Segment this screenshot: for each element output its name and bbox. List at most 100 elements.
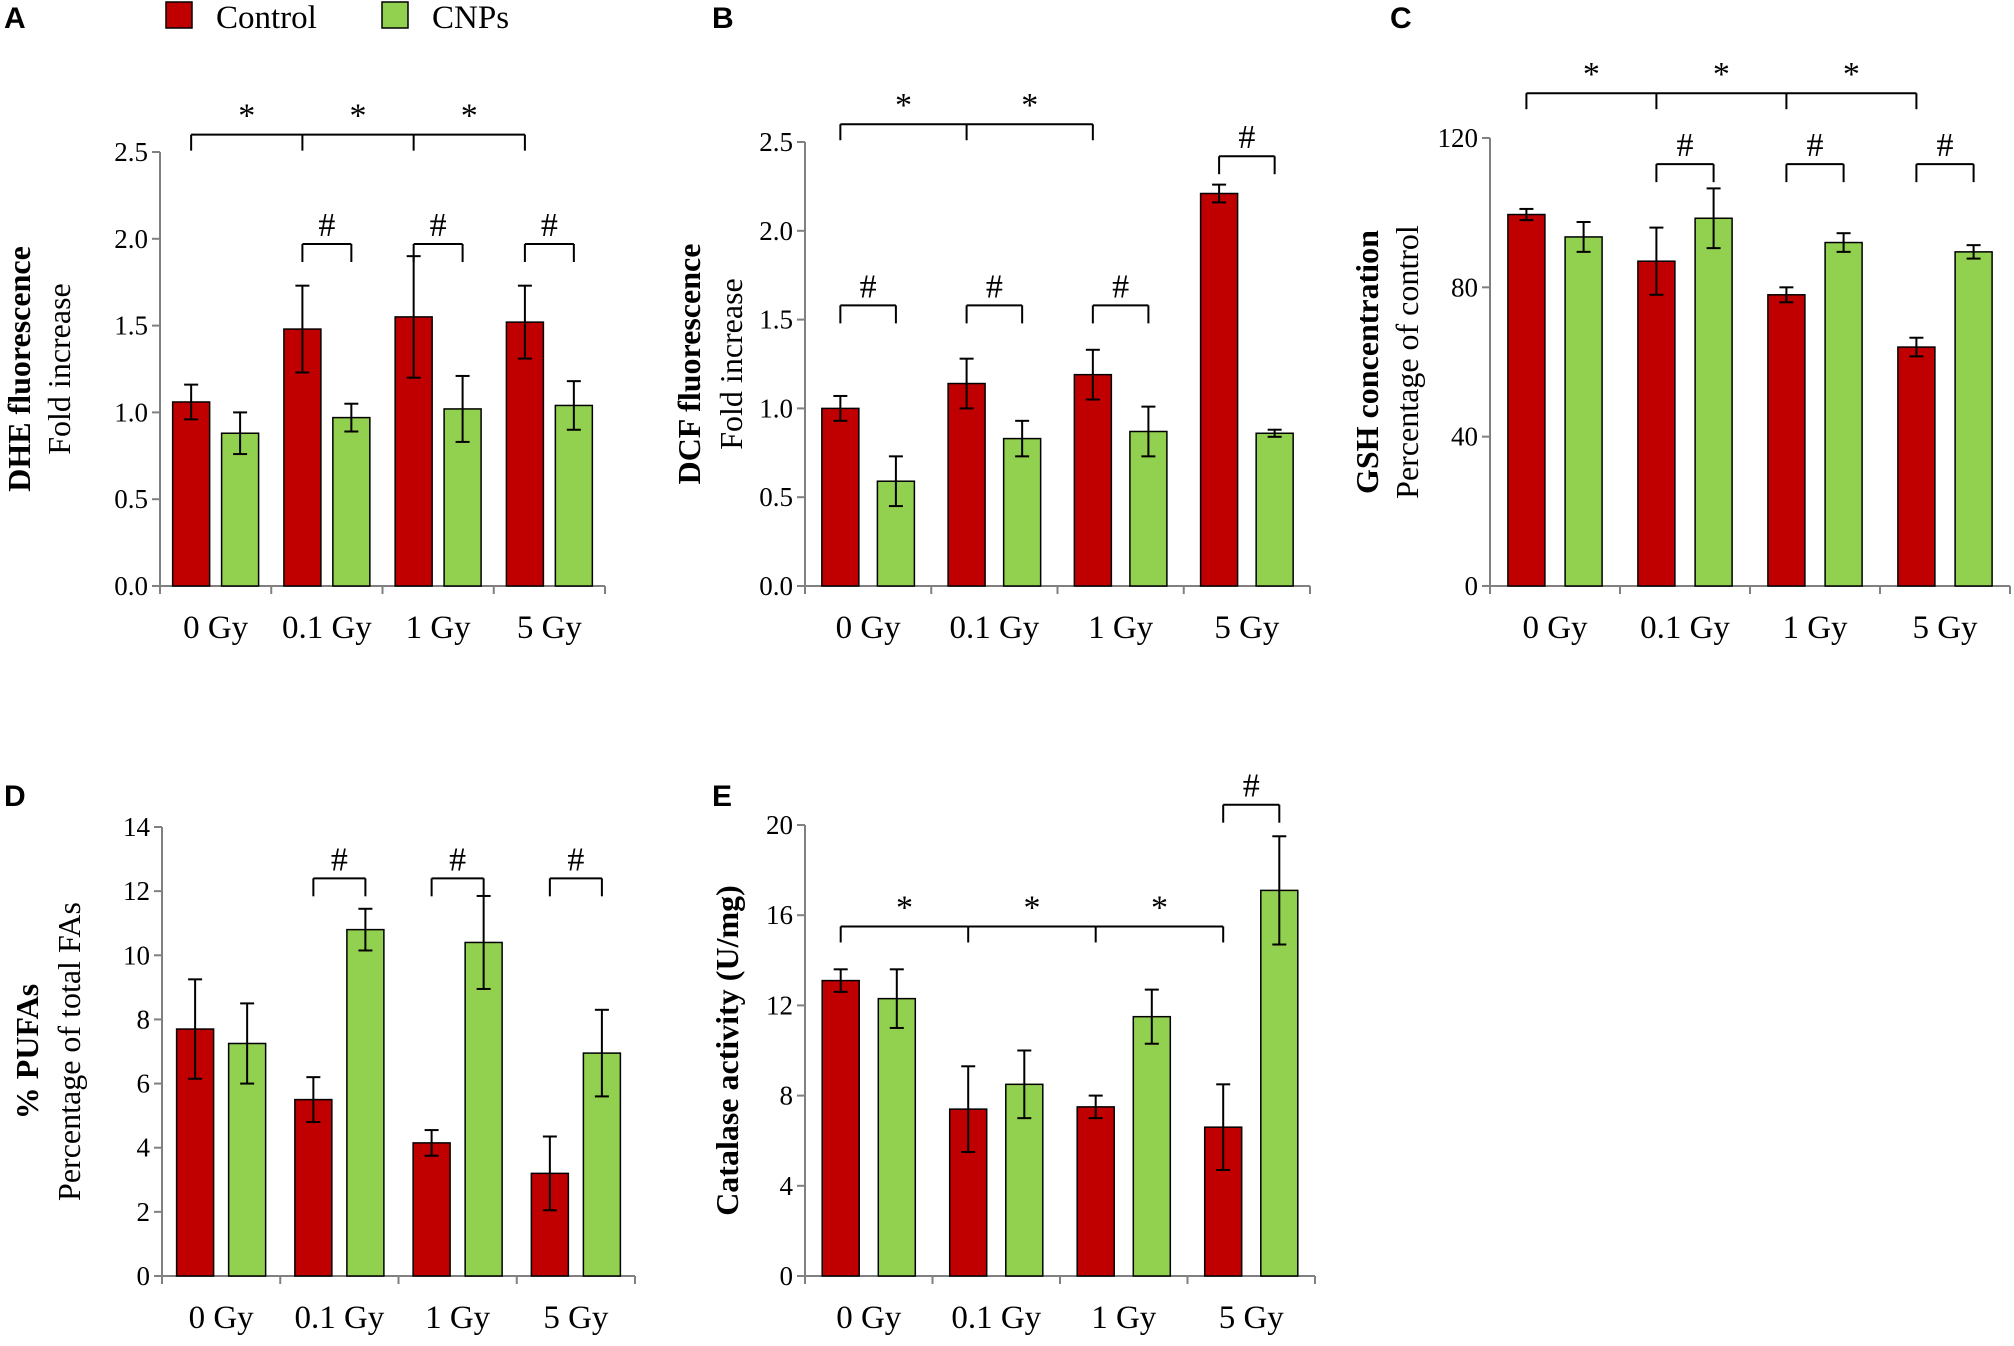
significance-star: * (238, 98, 255, 135)
significance-hash: # (449, 841, 466, 878)
legend-swatch-cnps (381, 1, 409, 29)
bar-cnps (464, 941, 503, 1277)
bar-cnps (1954, 251, 1993, 587)
x-category-label: 0.1 Gy (1640, 610, 1730, 646)
x-category-label: 1 Gy (406, 610, 472, 646)
y-tick-label: 0.0 (759, 571, 793, 601)
bar-control (1767, 294, 1806, 587)
x-category-label: 0 Gy (1522, 610, 1588, 646)
x-category-label: 0 Gy (836, 610, 902, 646)
y-tick-label: 0 (137, 1261, 151, 1291)
significance-hash: # (318, 207, 335, 244)
significance-star: * (1843, 56, 1860, 93)
bar-control (283, 328, 322, 587)
y-axis-title-bold: GSH concentration (1349, 230, 1385, 494)
y-tick-label: 6 (137, 1069, 151, 1099)
y-axis-title-bold: % PUFAs (9, 984, 45, 1119)
x-category-label: 0 Gy (183, 610, 249, 646)
bar-control (171, 401, 211, 587)
y-axis-title-bold: Catalase activity (U/mg) (709, 885, 745, 1216)
legend-label-control: Control (216, 0, 317, 36)
significance-star: * (1713, 56, 1730, 93)
panel-letter-a: A (4, 2, 26, 35)
significance-star: * (895, 87, 912, 124)
significance-hash: # (430, 207, 447, 244)
y-tick-label: 8 (780, 1081, 794, 1111)
bar-cnps (1694, 217, 1733, 587)
y-tick-label: 1.5 (114, 311, 148, 341)
significance-star: * (350, 98, 367, 135)
bar-control (412, 1142, 451, 1277)
significance-hash: # (1112, 268, 1129, 305)
y-tick-label: 12 (766, 990, 793, 1020)
panel-e: E 0 4 8 12 16 20 0 Gy 0.1 Gy 1 Gy 5 Gy Catalase act… (709, 768, 1316, 1336)
x-category-label: 5 Gy (543, 1300, 609, 1336)
x-category-label: 0 Gy (189, 1300, 255, 1336)
bar-control (1073, 373, 1113, 587)
bar-cnps (1255, 432, 1294, 587)
significance-hash: # (1243, 768, 1260, 805)
bar-cnps (1002, 437, 1042, 587)
significance-hash: # (541, 207, 558, 244)
y-axis-title-bold: DCF fluorescence (671, 244, 707, 485)
y-tick-label: 0.0 (114, 571, 148, 601)
y-axis-title: Fold increase (41, 283, 77, 455)
bar-control (294, 1098, 333, 1277)
y-tick-label: 0.5 (114, 484, 148, 514)
panel-b: B 0.0 0.5 1.0 1.5 2.0 2.5 0 Gy 0.1 Gy 1 Gy 5 Gy DCF… (671, 2, 1311, 646)
significance-hash: # (331, 841, 348, 878)
y-tick-label: 4 (780, 1171, 794, 1201)
bar-cnps (1132, 1015, 1172, 1277)
panel-letter-d: D (4, 780, 26, 813)
y-axis-title: Fold increase (713, 278, 749, 450)
panel-letter-b: B (712, 2, 734, 35)
bar-cnps (1564, 236, 1603, 587)
x-category-label: 1 Gy (1088, 610, 1154, 646)
bar-control (821, 407, 860, 587)
significance-star: * (1583, 56, 1600, 93)
y-tick-label: 2.5 (114, 137, 148, 167)
legend-swatch-control (165, 1, 193, 29)
bar-control (947, 382, 986, 587)
significance-star: * (461, 98, 478, 135)
x-category-label: 0.1 Gy (282, 610, 372, 646)
panel-c: C 0 40 80 120 0 Gy 0.1 Gy 1 Gy 5 Gy GSH concentra… (1349, 2, 2011, 646)
x-category-label: 0 Gy (836, 1300, 902, 1336)
bar-cnps (1260, 889, 1299, 1277)
y-tick-label: 1.0 (114, 397, 148, 427)
panel-d: D 0 2 4 6 8 10 12 14 0 Gy 0.1 Gy 1 Gy 5 Gy % PUFAs Per… (4, 780, 636, 1336)
significance-hash: # (1238, 119, 1255, 156)
y-tick-label: 2.0 (759, 216, 793, 246)
significance-hash: # (1937, 127, 1954, 164)
y-tick-label: 4 (137, 1133, 151, 1163)
panel-letter-c: C (1390, 2, 1412, 35)
bar-control (505, 321, 545, 587)
bar-control (1199, 192, 1239, 587)
y-tick-label: 1.5 (759, 305, 793, 335)
x-category-label: 1 Gy (1782, 610, 1848, 646)
y-tick-label: 2.5 (759, 127, 793, 157)
significance-star: * (896, 889, 913, 926)
y-tick-label: 0 (1465, 571, 1479, 601)
x-category-label: 1 Gy (425, 1300, 491, 1336)
x-category-label: 5 Gy (1219, 1300, 1285, 1336)
significance-star: * (1151, 889, 1168, 926)
y-tick-label: 12 (123, 876, 150, 906)
y-tick-label: 2.0 (114, 224, 148, 254)
bar-control (1076, 1106, 1115, 1277)
x-category-label: 0.1 Gy (949, 610, 1039, 646)
y-axis-title-bold: DHE fluorescence (1, 246, 37, 492)
bar-cnps (554, 404, 594, 587)
bar-cnps (332, 416, 371, 587)
y-tick-label: 80 (1451, 272, 1478, 302)
y-tick-label: 16 (766, 900, 793, 930)
y-tick-label: 10 (123, 940, 150, 970)
bar-cnps (220, 432, 260, 587)
y-tick-label: 0 (780, 1261, 794, 1291)
x-category-label: 0.1 Gy (294, 1300, 384, 1336)
x-category-label: 5 Gy (517, 610, 583, 646)
x-category-label: 0.1 Gy (951, 1300, 1041, 1336)
panel-a: A 0.0 0.5 1.0 1.5 2.0 2.5 0 Gy 0.1 Gy 1 Gy 5 Gy DHE… (1, 2, 606, 646)
y-tick-label: 14 (123, 812, 151, 842)
